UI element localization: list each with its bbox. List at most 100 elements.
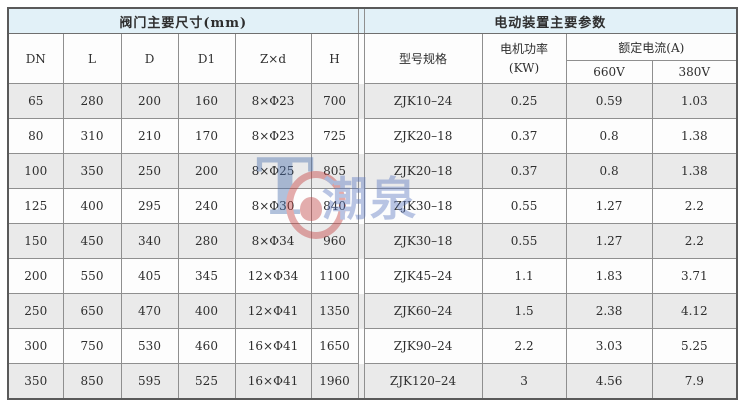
cell-kw: 0.25 [481,83,567,119]
cell-dn: 350 [7,363,64,400]
cell-d1: 525 [177,363,236,400]
cell-d: 470 [120,293,179,329]
cell-kw: 0.37 [481,153,567,189]
table-row: 80 310 210 170 8×Φ23 725 ZJK20–18 0.37 0.8 1.38 [7,118,738,154]
cell-a660: 1.27 [565,223,653,259]
cell-dn: 300 [7,328,64,364]
cell-a380: 3.71 [651,258,738,294]
cell-dn: 65 [7,83,64,119]
cell-a380: 2.2 [651,188,738,224]
col-header-power: 电机功率 (KW) [481,33,567,84]
cell-d: 250 [120,153,179,189]
power-label-line2: (KW) [508,60,540,75]
cell-kw: 3 [481,363,567,400]
cell-a380: 1.38 [651,153,738,189]
cell-kw: 0.55 [481,188,567,224]
col-header-660v: 660V [565,60,653,84]
cell-kw: 1.1 [481,258,567,294]
table-row: 100 350 250 200 8×Φ25 805 ZJK20–18 0.37 0.8 1.38 [7,153,738,189]
cell-l: 450 [62,223,122,259]
cell-l: 750 [62,328,122,364]
cell-model: ZJK20–18 [363,153,483,189]
cell-a660: 2.38 [565,293,653,329]
cell-a660: 0.59 [565,83,653,119]
cell-a660: 3.03 [565,328,653,364]
col-header-l: L [62,33,122,84]
cell-d: 405 [120,258,179,294]
cell-d1: 280 [177,223,236,259]
cell-model: ZJK20–18 [363,118,483,154]
cell-model: ZJK10–24 [363,83,483,119]
cell-h: 700 [310,83,359,119]
table-row: 350 850 595 525 16×Φ41 1960 ZJK120–24 3 4.56 7.9 [7,363,738,400]
cell-zd: 8×Φ23 [234,118,312,154]
cell-d1: 240 [177,188,236,224]
cell-l: 310 [62,118,122,154]
table-row: 250 650 470 400 12×Φ41 1350 ZJK60–24 1.5 2.38 4.1… [7,293,738,329]
cell-a380: 1.38 [651,118,738,154]
cell-zd: 16×Φ41 [234,328,312,364]
cell-a660: 4.56 [565,363,653,400]
cell-a660: 0.8 [565,153,653,189]
cell-zd: 12×Φ34 [234,258,312,294]
cell-a380: 4.12 [651,293,738,329]
cell-l: 550 [62,258,122,294]
table-row: 200 550 405 345 12×Φ34 1100 ZJK45–24 1.1 1.83 3.7… [7,258,738,294]
cell-h: 1650 [310,328,359,364]
cell-zd: 12×Φ41 [234,293,312,329]
cell-l: 280 [62,83,122,119]
cell-zd: 16×Φ41 [234,363,312,400]
cell-dn: 200 [7,258,64,294]
cell-a660: 0.8 [565,118,653,154]
cell-a380: 5.25 [651,328,738,364]
cell-dn: 150 [7,223,64,259]
cell-d1: 460 [177,328,236,364]
cell-kw: 2.2 [481,328,567,364]
cell-d1: 400 [177,293,236,329]
cell-model: ZJK45–24 [363,258,483,294]
cell-d: 595 [120,363,179,400]
cell-l: 400 [62,188,122,224]
table-header: 阀门主要尺寸(mm) 电动装置主要参数 DN L D D1 Z×d H 型号规格… [7,7,738,84]
cell-dn: 80 [7,118,64,154]
col-header-zxd: Z×d [234,33,312,84]
cell-a660: 1.83 [565,258,653,294]
cell-d: 295 [120,188,179,224]
cell-d1: 160 [177,83,236,119]
cell-h: 960 [310,223,359,259]
cell-d1: 345 [177,258,236,294]
cell-d1: 170 [177,118,236,154]
cell-a380: 2.2 [651,223,738,259]
cell-l: 350 [62,153,122,189]
cell-d: 200 [120,83,179,119]
cell-h: 840 [310,188,359,224]
cell-model: ZJK30–18 [363,223,483,259]
cell-model: ZJK90–24 [363,328,483,364]
table-row: 125 400 295 240 8×Φ30 840 ZJK30–18 0.55 1.27 2.2 [7,188,738,224]
table-row: 300 750 530 460 16×Φ41 1650 ZJK90–24 2.2 3.03 5.2… [7,328,738,364]
cell-l: 650 [62,293,122,329]
col-header-380v: 380V [651,60,738,84]
cell-d1: 200 [177,153,236,189]
right-table-title: 电动装置主要参数 [363,7,738,34]
table-row: 150 450 340 280 8×Φ34 960 ZJK30–18 0.55 1.27 2.2 [7,223,738,259]
col-header-model: 型号规格 [363,33,483,84]
cell-a660: 1.27 [565,188,653,224]
cell-d: 210 [120,118,179,154]
col-header-dn: DN [7,33,64,84]
column-header-row: DN L D D1 Z×d H 型号规格 电机功率 (KW) 额定电流(A) [7,33,738,84]
cell-model: ZJK60–24 [363,293,483,329]
table-body: 65 280 200 160 8×Φ23 700 ZJK10–24 0.25 0.59 1.03 8… [7,83,738,400]
cell-model: ZJK30–18 [363,188,483,224]
cell-kw: 0.37 [481,118,567,154]
table-row: 65 280 200 160 8×Φ23 700 ZJK10–24 0.25 0.59 1.03 [7,83,738,119]
left-table-title: 阀门主要尺寸(mm) [7,7,359,34]
col-header-h: H [310,33,359,84]
col-header-d: D [120,33,179,84]
cell-kw: 0.55 [481,223,567,259]
cell-dn: 100 [7,153,64,189]
col-header-current-group: 额定电流(A) [565,33,738,61]
cell-a380: 7.9 [651,363,738,400]
cell-a380: 1.03 [651,83,738,119]
